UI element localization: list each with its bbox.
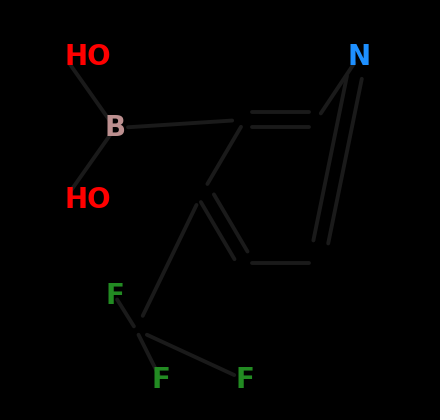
Text: F: F [106,282,125,310]
Text: HO: HO [65,186,111,213]
Text: HO: HO [65,43,111,71]
Text: N: N [347,43,370,71]
Text: B: B [104,114,125,142]
Text: F: F [236,366,255,394]
Text: F: F [152,366,171,394]
